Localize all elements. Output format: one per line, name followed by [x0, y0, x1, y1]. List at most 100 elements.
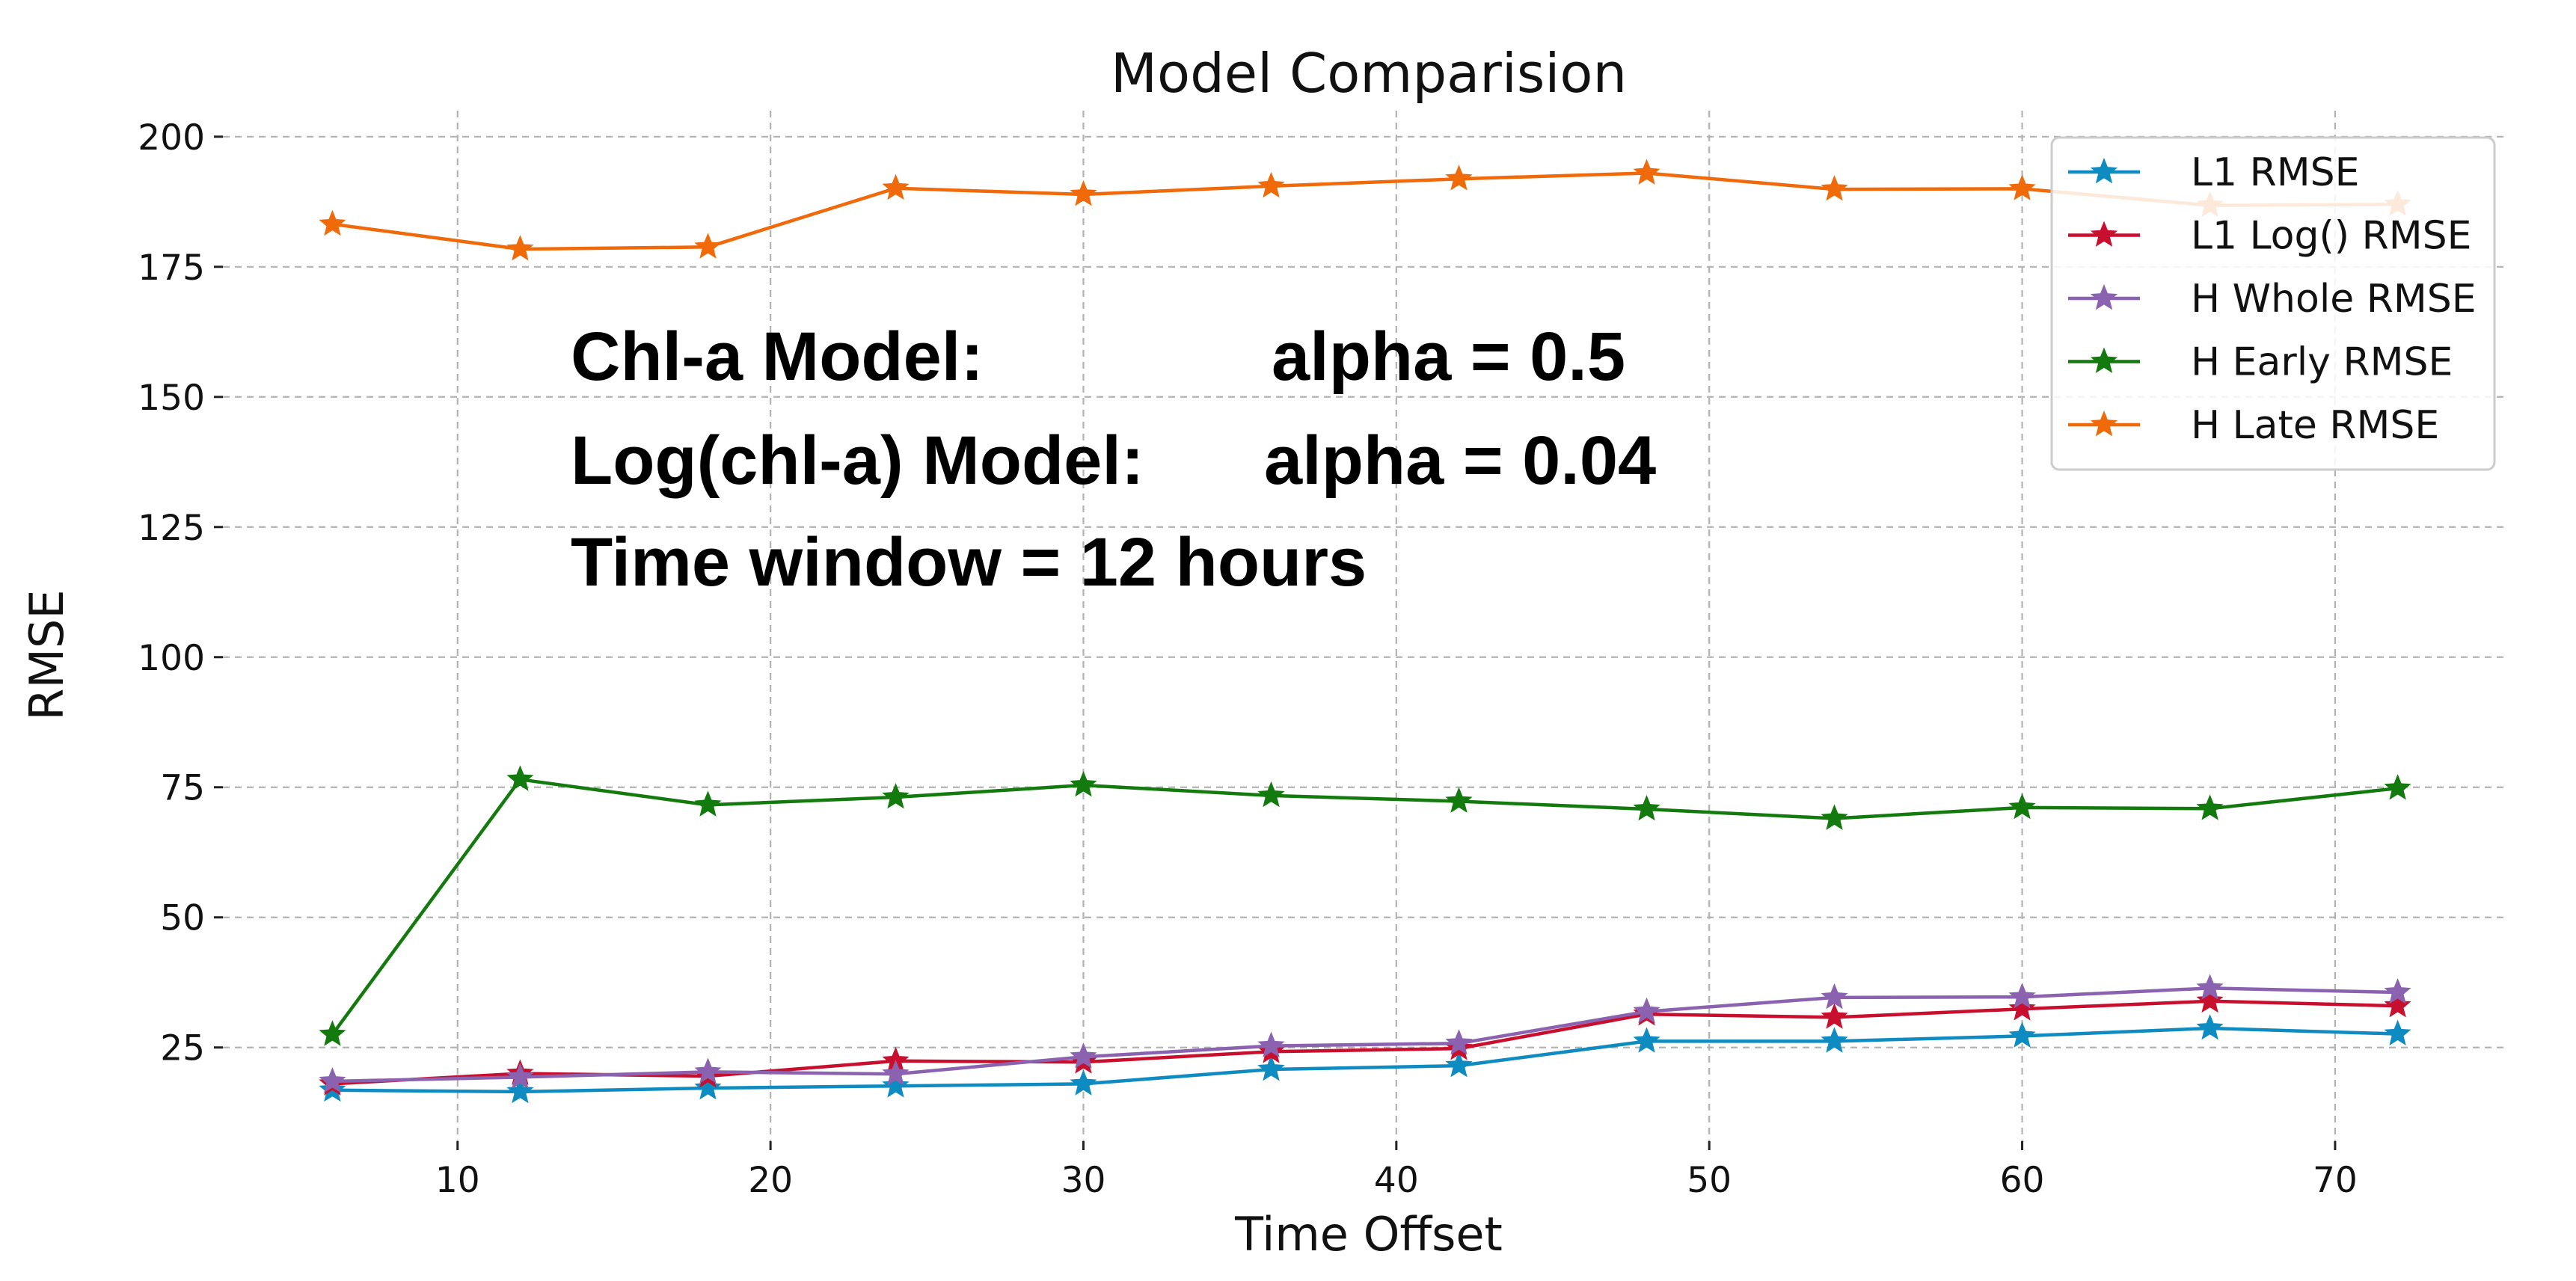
data-point — [1633, 794, 1660, 821]
y-tick-label: 200 — [138, 117, 205, 159]
data-point — [1821, 804, 1848, 830]
data-point — [1633, 159, 1660, 185]
annotation-block: Chl-a Model: alpha = 0.5 Log(chl-a) Mode… — [571, 319, 1656, 600]
data-point — [2384, 992, 2411, 1018]
data-point — [1821, 983, 1848, 1010]
x-tick-label: 40 — [1374, 1160, 1419, 1201]
series-line — [332, 999, 2398, 1086]
data-point — [2384, 1019, 2411, 1046]
legend-label: H Whole RMSE — [2191, 277, 2477, 322]
data-point — [1821, 1003, 1848, 1029]
x-tick-label: 50 — [1687, 1160, 1732, 1201]
annotation-log-chl-a-alpha: alpha = 0.04 — [1264, 423, 1656, 499]
data-point — [2384, 977, 2411, 1004]
data-point — [506, 235, 534, 261]
data-point — [2196, 986, 2224, 1013]
y-tick-label: 25 — [160, 1028, 205, 1069]
series-l1-rmse — [319, 1013, 2411, 1104]
data-point — [1821, 175, 1848, 201]
y-tick-label: 75 — [160, 768, 205, 809]
legend-swatch-marker — [2090, 347, 2118, 373]
annotation-time-window: Time window = 12 hours — [571, 524, 1367, 600]
x-tick-label: 10 — [435, 1160, 480, 1201]
data-point — [694, 790, 722, 817]
series-line — [331, 778, 2398, 1036]
data-point — [319, 1020, 346, 1046]
data-point — [882, 1060, 910, 1086]
x-tick-label: 70 — [2313, 1160, 2358, 1201]
legend-swatch-marker — [2090, 283, 2118, 310]
chart-title: Model Comparision — [1111, 42, 1627, 105]
data-point — [2196, 1013, 2224, 1040]
data-point — [882, 1072, 910, 1098]
data-point — [1445, 165, 1473, 191]
data-point — [1070, 1042, 1097, 1069]
x-axis-label: Time Offset — [1234, 1207, 1503, 1262]
annotation-log-chl-a-label: Log(chl-a) Model: — [571, 423, 1144, 499]
data-point — [1445, 1051, 1473, 1078]
data-point — [319, 1066, 346, 1093]
data-point — [1445, 1029, 1473, 1055]
legend-swatch-marker — [2090, 221, 2118, 247]
data-point — [1821, 1027, 1848, 1053]
x-tick-label: 30 — [1061, 1160, 1106, 1201]
data-point — [1445, 787, 1473, 813]
data-point — [1070, 179, 1097, 206]
series-h-early-rmse — [319, 765, 2411, 1046]
x-tick-label: 20 — [748, 1160, 793, 1201]
series-l1-log-rmse — [319, 986, 2411, 1096]
legend-swatch-marker — [2090, 157, 2118, 184]
data-point — [1070, 1069, 1097, 1096]
data-point — [694, 233, 722, 259]
y-tick-label: 150 — [138, 378, 205, 419]
data-point — [2008, 1022, 2036, 1048]
legend-label: L1 RMSE — [2191, 150, 2359, 195]
data-point — [1070, 770, 1097, 797]
data-point — [2196, 974, 2224, 1000]
data-point — [1633, 997, 1660, 1024]
data-point — [1257, 781, 1285, 808]
legend-box — [2050, 136, 2496, 471]
legend-label: H Early RMSE — [2191, 340, 2453, 385]
y-tick-label: 125 — [138, 508, 205, 549]
data-point — [506, 765, 534, 791]
data-point — [882, 173, 910, 200]
data-point — [506, 1063, 534, 1089]
data-point — [1257, 1031, 1285, 1058]
data-point — [2384, 774, 2411, 800]
data-point — [2196, 794, 2224, 820]
legend: L1 RMSE L1 Log() RMSE H Whole RMSE H Early … — [2050, 136, 2496, 471]
legend-item-l1-log-rmse: L1 Log() RMSE — [2068, 214, 2471, 259]
data-point — [2008, 793, 2036, 820]
y-axis-label: RMSE — [19, 589, 74, 720]
legend-item-h-late-rmse: H Late RMSE — [2068, 403, 2439, 448]
x-tick-label: 60 — [2000, 1160, 2045, 1201]
data-point — [1257, 171, 1285, 198]
y-tick-label: 100 — [138, 638, 205, 679]
data-point — [506, 1077, 534, 1104]
legend-swatch-marker — [2090, 410, 2118, 437]
tick-labels: 10 20 30 40 50 60 70 25 50 75 100 125 150 175 200 — [138, 117, 2358, 1201]
data-point — [319, 209, 346, 236]
data-point — [694, 1057, 722, 1084]
legend-item-h-whole-rmse: H Whole RMSE — [2068, 277, 2477, 322]
legend-item-l1-rmse: L1 RMSE — [2068, 150, 2359, 195]
annotation-chl-a-alpha: alpha = 0.5 — [1272, 319, 1625, 395]
legend-label: L1 Log() RMSE — [2191, 214, 2471, 259]
series-line — [332, 986, 2398, 1084]
series-h-whole-rmse — [319, 974, 2411, 1093]
data-point — [1257, 1054, 1285, 1081]
annotation-chl-a-label: Chl-a Model: — [571, 319, 984, 395]
legend-label: H Late RMSE — [2191, 403, 2439, 448]
series-line — [332, 1026, 2398, 1094]
data-point — [694, 1074, 722, 1100]
legend-item-h-early-rmse: H Early RMSE — [2068, 340, 2453, 385]
data-point — [1633, 1027, 1660, 1053]
data-point — [2008, 995, 2036, 1021]
data-point — [2008, 983, 2036, 1009]
y-tick-label: 175 — [138, 248, 205, 289]
y-tick-label: 50 — [160, 898, 205, 939]
data-point — [2008, 174, 2036, 200]
data-point — [882, 782, 910, 809]
